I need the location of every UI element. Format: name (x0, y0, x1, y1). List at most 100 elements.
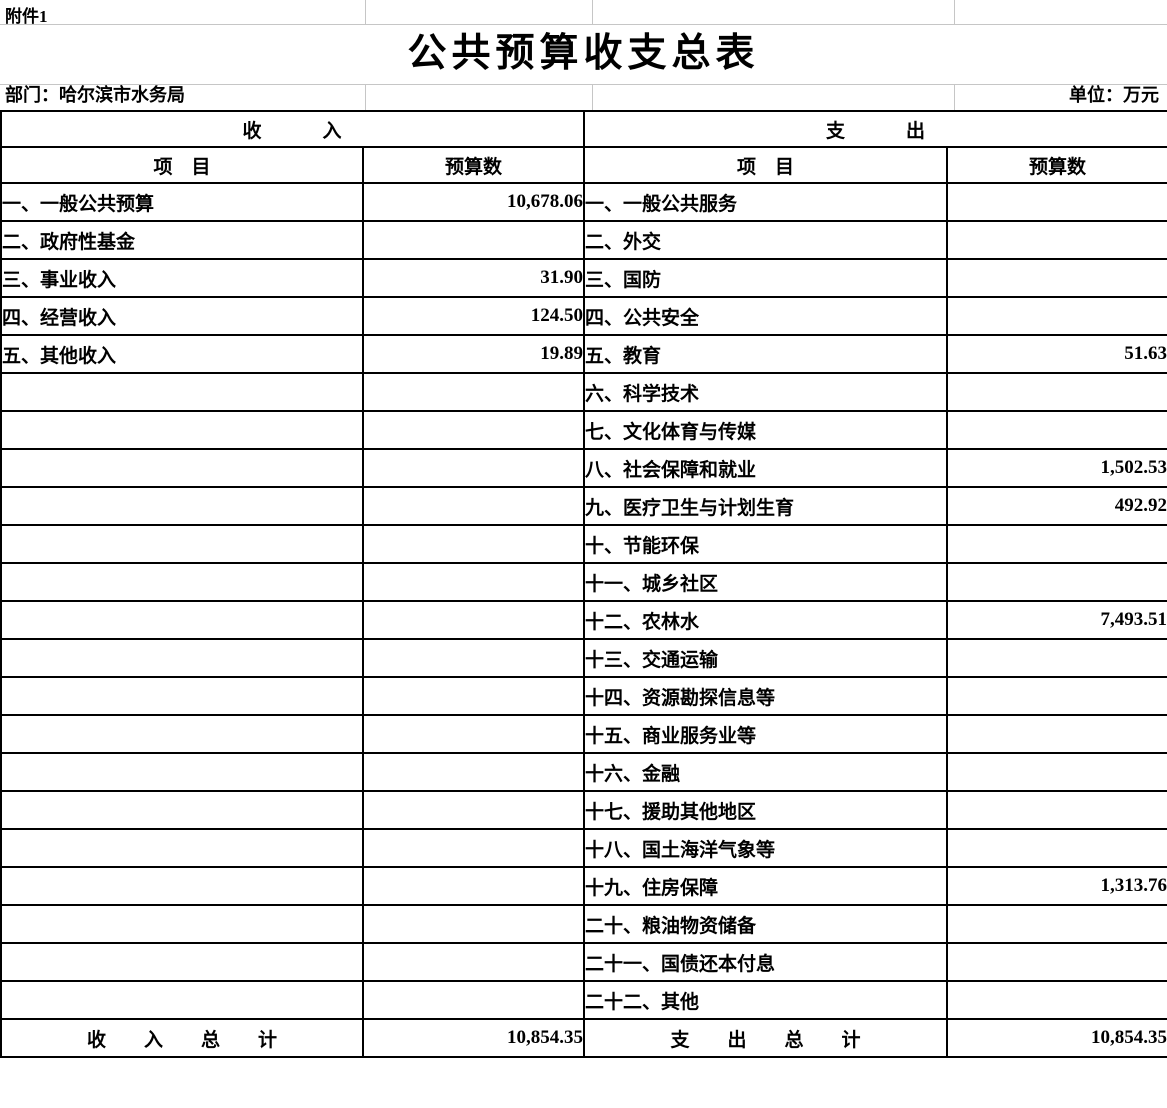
section-header-row: 收 入 支 出 (0, 110, 1167, 148)
gridline (592, 84, 593, 110)
table-row: 五、其他收入 19.89 五、教育 51.63 (0, 334, 1167, 374)
expense-item-cell: 十八、国土海洋气象等 (583, 828, 949, 868)
expense-item-cell: 二、外交 (583, 220, 949, 260)
table-row: 二、政府性基金 二、外交 (0, 220, 1167, 260)
totals-row: 收 入 总 计 10,854.35 支 出 总 计 10,854.35 (0, 1018, 1167, 1058)
income-section-header: 收 入 (0, 110, 586, 148)
attachment-label: 附件1 (5, 7, 48, 26)
budget-table: 收 入 支 出 项 目 预算数 项 目 预算数 一、一般公共预算 10,678.0… (0, 110, 1167, 1058)
expense-total-label: 支 出 总 计 (583, 1018, 949, 1058)
column-header-row: 项 目 预算数 项 目 预算数 (0, 146, 1167, 184)
expense-item-cell: 十五、商业服务业等 (583, 714, 949, 754)
income-item-cell: 五、其他收入 (0, 334, 364, 374)
income-value-column-header: 预算数 (361, 146, 586, 184)
expense-item-cell: 十七、援助其他地区 (583, 790, 949, 830)
income-value-cell (361, 714, 586, 754)
table-row: 十七、援助其他地区 (0, 790, 1167, 830)
expense-item-cell: 八、社会保障和就业 (583, 448, 949, 488)
income-item-cell: 四、经营收入 (0, 296, 364, 336)
income-total-value: 10,854.35 (361, 1018, 586, 1058)
expense-value-cell (946, 562, 1167, 602)
expense-item-cell: 六、科学技术 (583, 372, 949, 412)
income-item-column-header: 项 目 (0, 146, 364, 184)
income-value-cell (361, 866, 586, 906)
table-row: 四、经营收入 124.50 四、公共安全 (0, 296, 1167, 336)
expense-item-cell: 九、医疗卫生与计划生育 (583, 486, 949, 526)
expense-item-cell: 三、国防 (583, 258, 949, 298)
income-item-cell (0, 486, 364, 526)
income-item-cell: 二、政府性基金 (0, 220, 364, 260)
expense-value-cell (946, 524, 1167, 564)
income-item-cell (0, 790, 364, 830)
expense-value-cell: 51.63 (946, 334, 1167, 374)
table-row: 十三、交通运输 (0, 638, 1167, 678)
unit-label: 单位：万元 (1069, 85, 1159, 105)
expense-value-cell (946, 980, 1167, 1020)
expense-value-cell (946, 714, 1167, 754)
income-item-cell (0, 752, 364, 792)
table-row: 十八、国土海洋气象等 (0, 828, 1167, 868)
income-total-label: 收 入 总 计 (0, 1018, 364, 1058)
expense-item-cell: 十二、农林水 (583, 600, 949, 640)
gridline (365, 0, 366, 24)
expense-value-cell: 1,502.53 (946, 448, 1167, 488)
income-item-cell (0, 600, 364, 640)
gridline (365, 84, 366, 110)
expense-item-cell: 二十、粮油物资储备 (583, 904, 949, 944)
income-value-cell: 124.50 (361, 296, 586, 336)
expense-value-cell: 492.92 (946, 486, 1167, 526)
table-row: 二十一、国债还本付息 (0, 942, 1167, 982)
income-value-cell (361, 410, 586, 450)
income-item-cell (0, 866, 364, 906)
table-row: 十五、商业服务业等 (0, 714, 1167, 754)
income-value-cell (361, 752, 586, 792)
income-value-cell (361, 524, 586, 564)
income-value-cell (361, 600, 586, 640)
budget-table-foot: 收 入 总 计 10,854.35 支 出 总 计 10,854.35 (0, 1018, 1167, 1058)
income-item-cell (0, 410, 364, 450)
income-item-cell (0, 828, 364, 868)
gridline (0, 24, 1167, 25)
income-value-cell (361, 942, 586, 982)
expense-item-cell: 七、文化体育与传媒 (583, 410, 949, 450)
income-value-cell (361, 790, 586, 830)
income-item-cell (0, 524, 364, 564)
expense-value-cell (946, 182, 1167, 222)
expense-item-cell: 十四、资源勘探信息等 (583, 676, 949, 716)
expense-value-column-header: 预算数 (946, 146, 1167, 184)
gridline (592, 0, 593, 24)
expense-item-cell: 十九、住房保障 (583, 866, 949, 906)
table-row: 一、一般公共预算 10,678.06 一、一般公共服务 (0, 182, 1167, 222)
income-value-cell (361, 676, 586, 716)
expense-value-cell (946, 676, 1167, 716)
income-item-cell (0, 372, 364, 412)
income-value-cell: 19.89 (361, 334, 586, 374)
expense-item-cell: 二十一、国债还本付息 (583, 942, 949, 982)
expense-item-column-header: 项 目 (583, 146, 949, 184)
expense-value-cell (946, 410, 1167, 450)
expense-value-cell (946, 258, 1167, 298)
income-value-cell: 31.90 (361, 258, 586, 298)
table-row: 八、社会保障和就业 1,502.53 (0, 448, 1167, 488)
expense-value-cell (946, 942, 1167, 982)
expense-item-cell: 十一、城乡社区 (583, 562, 949, 602)
income-item-cell (0, 448, 364, 488)
table-row: 二十二、其他 (0, 980, 1167, 1020)
expense-value-cell (946, 904, 1167, 944)
income-value-cell (361, 980, 586, 1020)
income-value-cell: 10,678.06 (361, 182, 586, 222)
table-row: 十六、金融 (0, 752, 1167, 792)
table-row: 十二、农林水 7,493.51 (0, 600, 1167, 640)
table-row: 三、事业收入 31.90 三、国防 (0, 258, 1167, 298)
income-value-cell (361, 638, 586, 678)
income-value-cell (361, 904, 586, 944)
department-label: 部门：哈尔滨市水务局 (5, 85, 185, 105)
table-row: 十九、住房保障 1,313.76 (0, 866, 1167, 906)
expense-value-cell (946, 790, 1167, 830)
income-value-cell (361, 220, 586, 260)
table-row: 七、文化体育与传媒 (0, 410, 1167, 450)
table-row: 十四、资源勘探信息等 (0, 676, 1167, 716)
income-item-cell: 三、事业收入 (0, 258, 364, 298)
expense-item-cell: 一、一般公共服务 (583, 182, 949, 222)
table-row: 十、节能环保 (0, 524, 1167, 564)
